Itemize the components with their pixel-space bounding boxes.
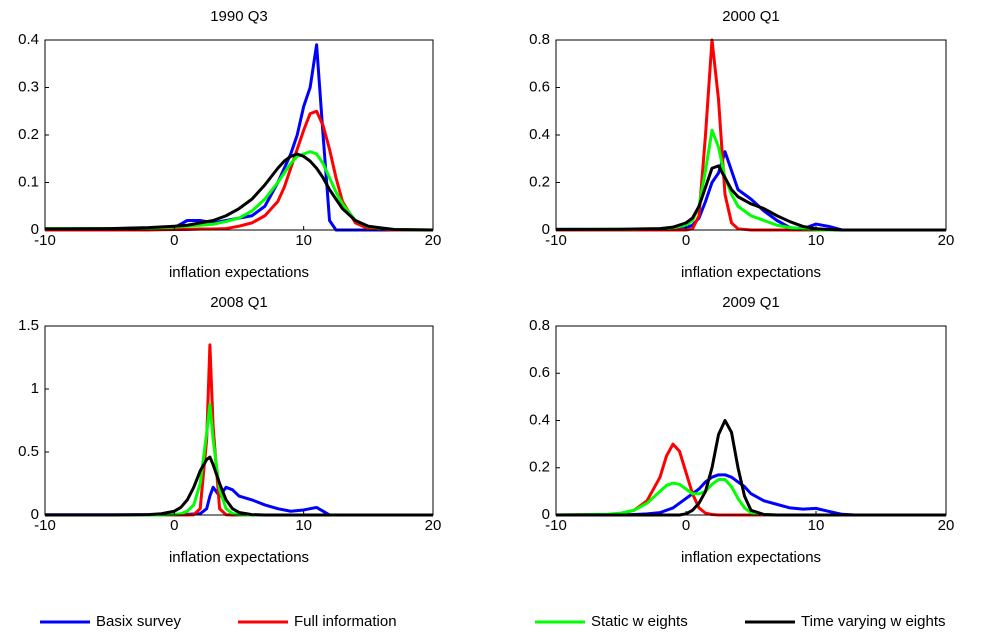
plot-area — [45, 40, 433, 230]
x-tick-label: 20 — [425, 232, 442, 249]
series-line — [555, 150, 946, 232]
y-tick-label: 0 — [31, 506, 39, 523]
series-line — [44, 152, 434, 232]
x-tick-label: 10 — [295, 232, 312, 249]
y-tick-label: 0.2 — [529, 173, 550, 190]
x-tick-label: 0 — [682, 517, 690, 534]
x-tick-label: -10 — [545, 517, 567, 534]
legend-label: Static w eights — [591, 613, 688, 630]
plot-area — [556, 40, 946, 230]
x-axis-label: inflation expectations — [681, 264, 821, 281]
x-tick-label: 10 — [808, 232, 825, 249]
series-line — [556, 473, 946, 517]
x-tick-label: 0 — [170, 232, 178, 249]
x-tick-label: 20 — [938, 232, 955, 249]
x-tick-label: -10 — [34, 232, 56, 249]
y-tick-label: 0.4 — [529, 411, 550, 428]
y-tick-label: 0 — [31, 221, 39, 238]
x-tick-label: 10 — [295, 517, 312, 534]
y-tick-label: 1 — [31, 380, 39, 397]
y-tick-label: 0.6 — [529, 364, 550, 381]
y-tick-label: 0.2 — [18, 126, 39, 143]
y-tick-label: 0 — [542, 506, 550, 523]
y-tick-label: 1.5 — [18, 317, 39, 334]
chart-title: 1990 Q3 — [210, 8, 268, 25]
x-axis-label: inflation expectations — [681, 549, 821, 566]
y-tick-label: 0.5 — [18, 443, 39, 460]
series-line — [45, 109, 433, 232]
y-tick-label: 0.2 — [529, 459, 550, 476]
chart-title: 2000 Q1 — [722, 8, 780, 25]
x-tick-label: -10 — [545, 232, 567, 249]
chart-title: 2008 Q1 — [210, 294, 268, 311]
y-tick-label: 0.8 — [529, 317, 550, 334]
x-tick-label: 10 — [808, 517, 825, 534]
plot-area — [45, 326, 433, 515]
x-tick-label: -10 — [34, 517, 56, 534]
x-axis-label: inflation expectations — [169, 549, 309, 566]
plot-area — [556, 326, 946, 515]
x-tick-label: 20 — [938, 517, 955, 534]
y-tick-label: 0.6 — [529, 78, 550, 95]
chart-title: 2009 Q1 — [722, 294, 780, 311]
y-tick-label: 0.8 — [529, 31, 550, 48]
y-tick-label: 0.1 — [18, 173, 39, 190]
y-tick-label: 0.4 — [529, 126, 550, 143]
x-axis-label: inflation expectations — [169, 264, 309, 281]
legend-label: Time varying w eights — [801, 613, 946, 630]
x-tick-label: 0 — [682, 232, 690, 249]
x-tick-label: 0 — [170, 517, 178, 534]
y-tick-label: 0.3 — [18, 78, 39, 95]
series-line — [555, 164, 946, 232]
axes-box — [44, 325, 434, 516]
legend-label: Basix survey — [96, 613, 182, 630]
legend-label: Full information — [294, 613, 397, 630]
y-tick-label: 0 — [542, 221, 550, 238]
y-tick-label: 0.4 — [18, 31, 39, 48]
x-tick-label: 20 — [425, 517, 442, 534]
